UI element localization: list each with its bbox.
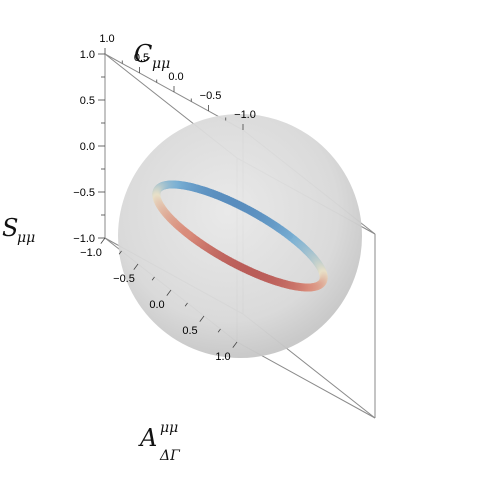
y-tick-label: 0.5	[134, 52, 149, 64]
x-tick	[199, 315, 205, 322]
x-tick	[232, 341, 238, 348]
ticks	[98, 48, 244, 348]
y-tick-label: −0.5	[200, 90, 222, 102]
x-tick-label: 0.0	[149, 299, 164, 311]
z-tick-label: 1.0	[80, 49, 95, 61]
y-tick-label: −1.0	[234, 109, 256, 121]
x-axis-title: A	[138, 424, 157, 452]
x-tick	[118, 250, 122, 255]
x-tick	[151, 276, 155, 281]
y-tick-label: 0.0	[168, 71, 183, 83]
x-tick-label: −1.0	[80, 247, 102, 259]
z-tick-label: −1.0	[73, 233, 95, 245]
y-tick-label: 1.0	[99, 33, 114, 45]
x-tick	[217, 328, 221, 333]
y-axis-title-subscript: μμ	[152, 56, 170, 72]
x-tick	[100, 237, 106, 244]
x-tick	[184, 302, 188, 307]
tick-labels: −1.0 −0.5 0.0 0.5 1.0 −1.0 −0.5 0.0 0.5 1.0 1.0 0.5…	[73, 33, 256, 363]
y-axis-title: C	[134, 40, 152, 68]
z-tick-label: 0.5	[80, 95, 95, 107]
z-tick-label: −0.5	[73, 187, 95, 199]
x-tick	[133, 263, 139, 270]
x-tick-label: 1.0	[215, 351, 230, 363]
z-axis-title-subscript: μμ	[17, 230, 35, 246]
curve-point	[183, 229, 192, 238]
x-tick-label: −0.5	[113, 273, 135, 285]
bloch-sphere	[118, 114, 362, 358]
z-tick-label: 0.0	[80, 141, 95, 153]
x-tick-label: 0.5	[182, 325, 197, 337]
z-axis-title: S	[2, 214, 18, 242]
x-axis-title-subscript: ΔΓ	[159, 448, 181, 464]
curve	[152, 180, 328, 292]
x-tick	[166, 289, 172, 296]
x-axis-title-superscript: μμ	[160, 420, 178, 436]
